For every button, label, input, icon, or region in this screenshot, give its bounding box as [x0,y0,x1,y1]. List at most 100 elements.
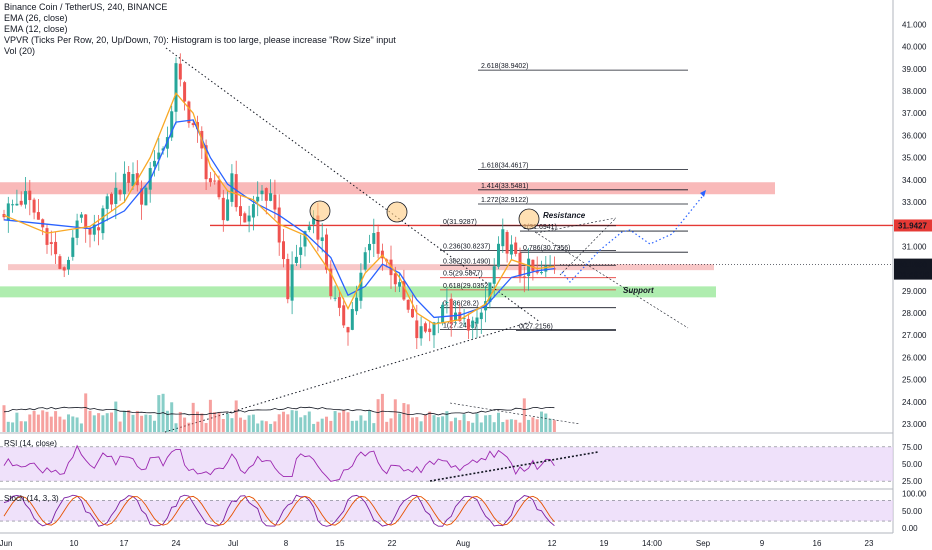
volume-bar [208,399,212,432]
volume-bar [380,393,384,432]
candle-body [505,232,509,254]
candle-body [88,228,92,235]
fib-level-label: 0(27.2156) [519,323,553,330]
volume-bar [350,420,354,432]
candle-body [350,309,354,330]
candle-body [376,231,380,254]
stoch-tick-label: 50.00 [902,507,923,516]
candle-body [531,259,535,272]
volume-bar [264,421,268,432]
volume-bar [402,403,406,432]
candle-body [492,266,496,284]
volume-bar [522,398,526,432]
volume-bar [196,411,199,432]
volume-bar [11,422,15,432]
candle-body [226,199,230,221]
candle-body [24,191,27,205]
candle-body [32,199,36,213]
volume-bar [552,420,556,432]
stoch-tick-label: 100.00 [902,490,927,499]
volume-bar [230,418,234,432]
volume-bar [411,417,414,432]
vol-legend: Vol (20) [4,46,36,56]
price-tick-label: 35.000 [902,154,927,163]
candle-body [11,204,15,206]
candle-body [153,160,156,167]
volume-bar [471,422,475,432]
candle-body [131,174,135,187]
volume-bar [247,415,251,432]
volume-bar [273,421,277,432]
price-tick-label: 37.000 [902,109,927,118]
volume-bar [178,411,182,432]
volume-bar [337,412,341,432]
candle-body [217,180,221,198]
volume-bar [200,413,204,432]
candle-body [359,272,363,301]
volume-bar [436,417,440,432]
volume-bar [540,411,543,432]
candle-body [445,302,449,304]
candle-body [140,188,144,205]
candle-body [303,231,307,247]
fib-level-label: 0.786(28.2) [443,301,479,308]
volume-bar [325,416,328,432]
time-tick-label: Jul [228,539,238,548]
price-tick-label: 28.000 [902,309,927,318]
candle-body [187,101,191,124]
volume-bar [518,422,522,432]
price-tick-label: 25.000 [902,376,927,385]
candle-body [144,187,148,206]
countdown-timer: 01:46:08 [898,271,930,280]
symbol-title: Binance Coin / TetherUS, 240, BINANCE [4,2,168,12]
candle-body [221,197,225,221]
volume-bar [389,418,393,432]
volume-bar [475,413,479,432]
volume-bar [187,422,191,432]
candle-body [462,317,466,319]
candle-body [36,212,40,220]
price-tick-label: 31.000 [902,242,927,251]
candle-body [54,241,58,255]
volume-bar [466,421,470,432]
candle-body [28,190,32,201]
candle-body [509,244,513,255]
fib-level-label: 1.272(32.9122) [481,197,528,204]
candle-body [522,276,526,278]
candle-body [501,229,505,247]
chart-legend: Binance Coin / TetherUS, 240, BINANCE EM… [4,2,396,57]
volume-bar [312,423,316,432]
volume-bar [307,411,311,432]
candle-body [110,193,113,205]
rsi-band [0,446,893,482]
volume-bar [428,411,432,432]
volume-bar [527,419,531,432]
price-tick-label: 40.000 [902,43,927,52]
time-tick-label: Aug [456,539,470,548]
candle-body [419,326,423,339]
volume-bar [122,410,126,432]
volume-bar [398,413,402,432]
price-tick-label: 27.000 [902,331,927,340]
volume-bar [320,418,324,432]
volume-bar [445,411,449,432]
rsi-pane-label: RSI (14, close) [4,439,57,448]
volume-bar [49,416,53,432]
volume-bar [501,422,505,432]
candle-body [71,237,75,257]
volume-bar [458,420,462,432]
candle-body [67,259,70,270]
candle-body [260,190,264,195]
candle-body [247,215,251,222]
candle-body [488,282,492,303]
volume-bar [71,416,75,432]
candle-body [471,320,475,328]
volume-bar [290,410,294,432]
price-tick-label: 26.000 [902,353,927,362]
candle-body [514,242,518,254]
candle-body [84,214,88,229]
volume-bar [277,414,281,432]
candle-body [79,214,83,218]
resistance-label: Resistance [543,211,586,220]
